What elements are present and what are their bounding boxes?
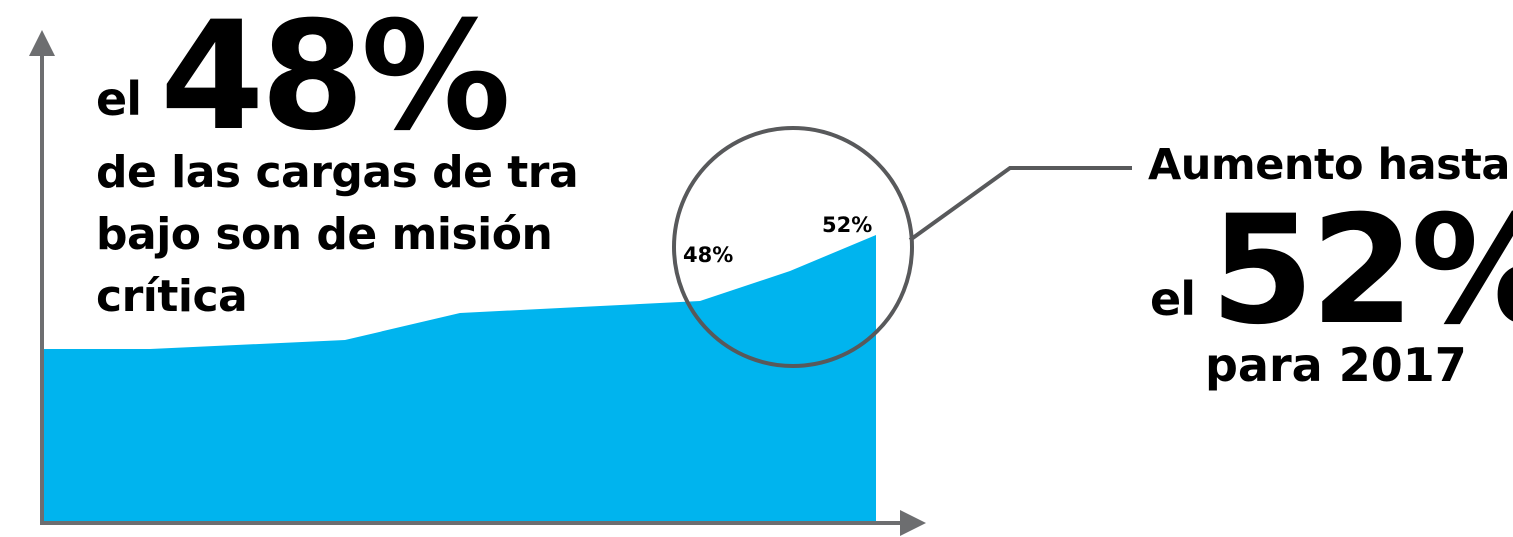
callout-percentage: 52% bbox=[1210, 184, 1513, 358]
headline-percentage: 48% bbox=[160, 0, 511, 164]
callout-year: para 2017 bbox=[1205, 338, 1467, 392]
x-axis-arrow-icon bbox=[900, 510, 926, 536]
callout-heading: Aumento hasta bbox=[1148, 140, 1510, 190]
y-axis-arrow-icon bbox=[29, 30, 55, 56]
data-label: 52% bbox=[822, 213, 872, 237]
callout-connector-line bbox=[908, 166, 1132, 242]
data-label: 48% bbox=[683, 243, 733, 267]
headline-description: de las cargas de tra bajo son de misión … bbox=[96, 142, 579, 328]
area-series bbox=[42, 235, 876, 523]
description-line-1: de las cargas de tra bbox=[96, 147, 579, 198]
description-line-2: bajo son de misión bbox=[96, 209, 553, 260]
callout-prefix: el bbox=[1150, 272, 1196, 326]
description-line-3: crítica bbox=[96, 271, 248, 322]
headline-prefix: el bbox=[96, 72, 142, 126]
highlight-circle bbox=[672, 126, 914, 368]
